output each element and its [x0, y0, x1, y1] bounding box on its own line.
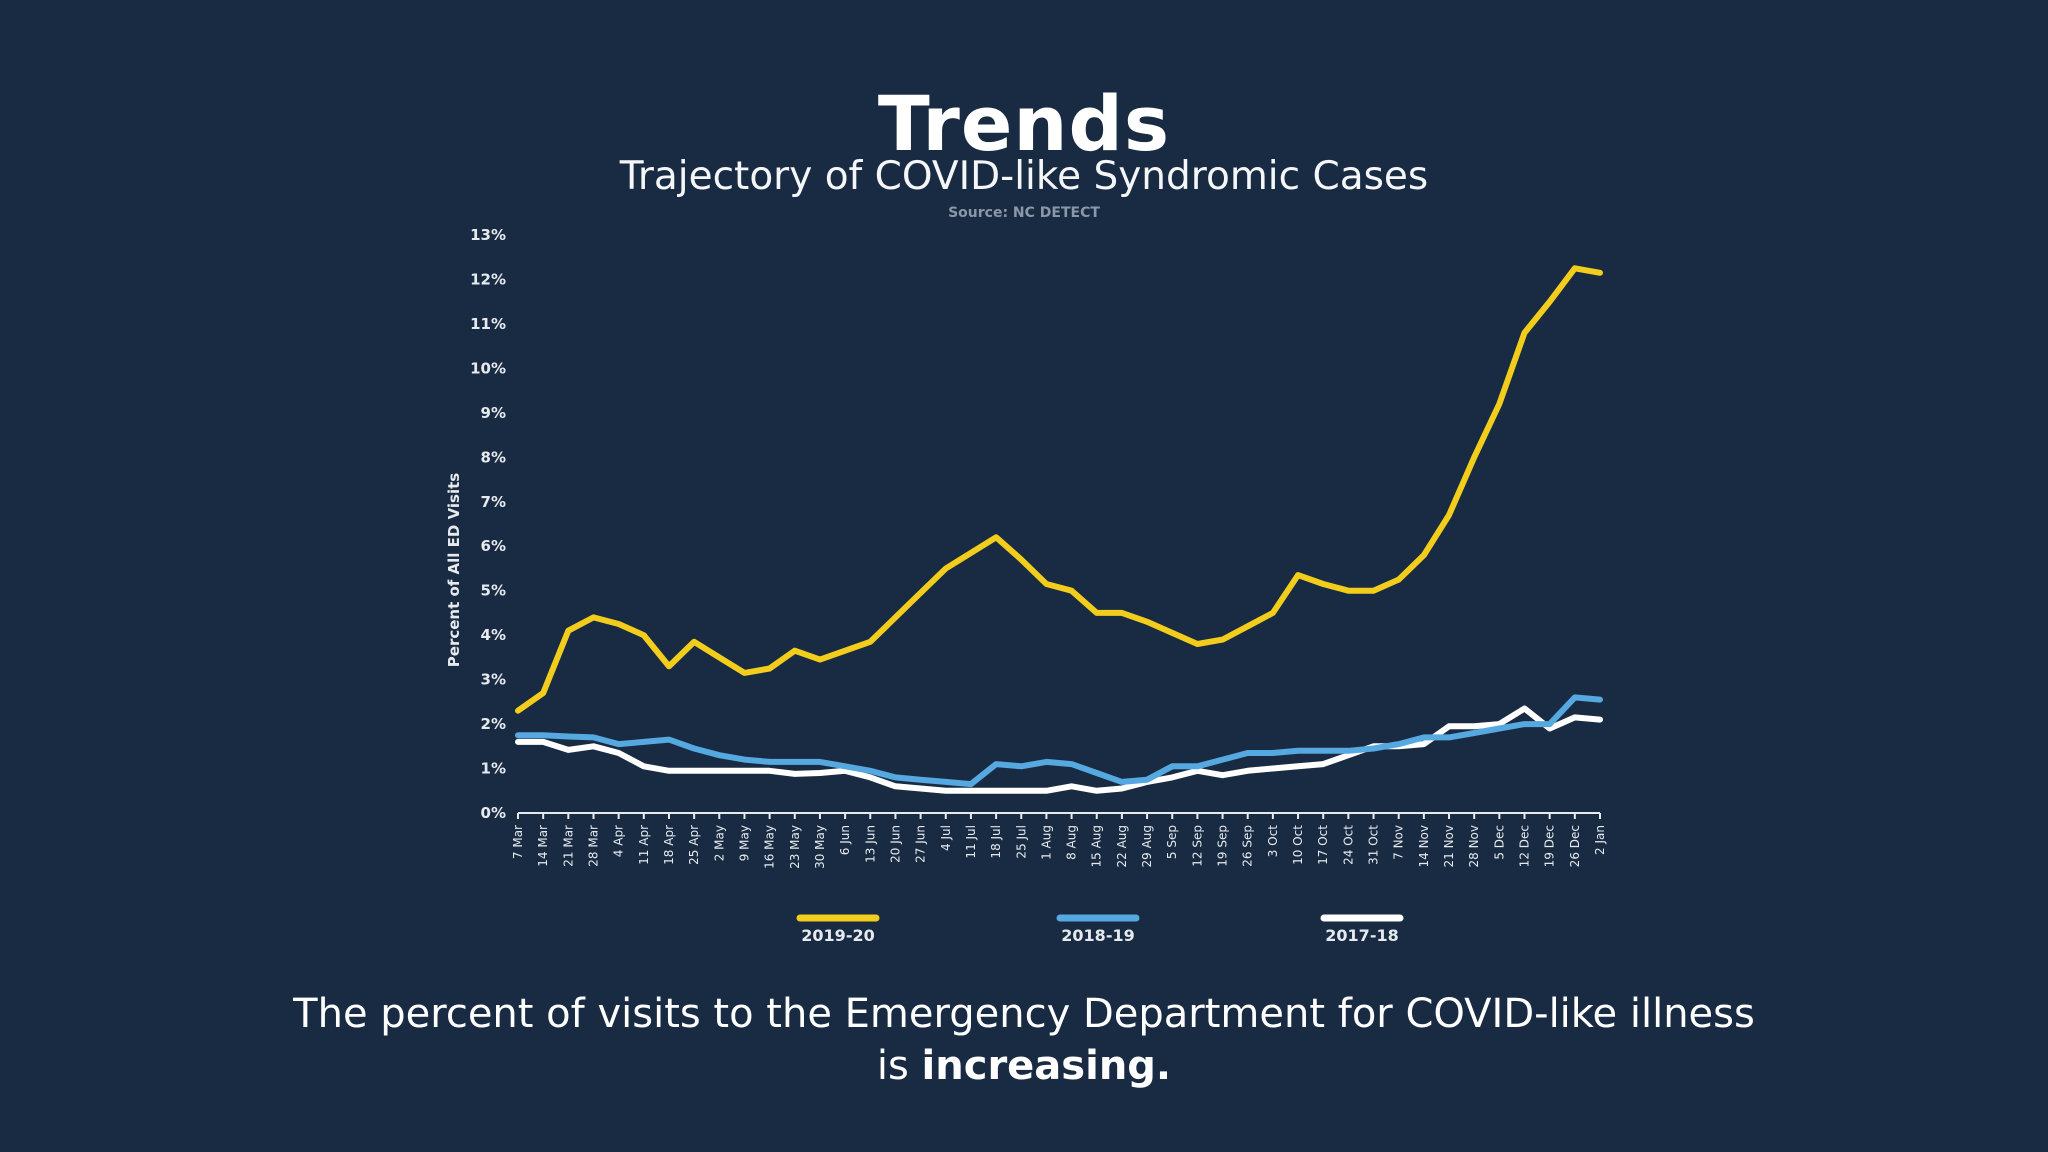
x-tick-label: 27 Jun — [914, 825, 928, 863]
x-tick-label: 26 Sep — [1241, 825, 1255, 867]
x-axis: 7 Mar 14 Mar 21 Mar 28 Mar 4 Apr 11 Apr 18 Apr… — [511, 812, 1607, 869]
x-tick-label: 19 Sep — [1216, 825, 1230, 867]
x-tick-label: 8 Aug — [1065, 825, 1079, 860]
x-tick-label: 21 Nov — [1442, 825, 1456, 868]
x-tick-label: 6 Jun — [838, 825, 852, 855]
y-axis: 0% 1% 2% 3% 4% 5% 6% 7% 8% 9% 10% 11% 12% 13% — [470, 226, 506, 822]
y-tick-label: 1% — [481, 760, 506, 778]
x-tick-label: 18 Apr — [662, 825, 676, 865]
x-tick-label: 16 May — [763, 825, 777, 869]
y-axis-label: Percent of All ED Visits — [445, 473, 463, 668]
x-tick-label: 2 May — [712, 825, 726, 861]
x-tick-label: 9 May — [737, 825, 751, 861]
y-tick-label: 9% — [481, 404, 506, 422]
x-tick-label: 29 Aug — [1140, 825, 1154, 868]
x-tick-label: 11 Jul — [964, 825, 978, 859]
y-tick-label: 6% — [481, 537, 506, 555]
y-tick-label: 2% — [481, 715, 506, 733]
legend-label-2017-18: 2017-18 — [1325, 926, 1398, 945]
x-tick-label: 5 Sep — [1165, 825, 1179, 859]
x-tick-label: 14 Nov — [1417, 825, 1431, 868]
x-tick-label: 23 May — [788, 825, 802, 869]
y-tick-label: 0% — [481, 804, 506, 822]
series-lines — [515, 265, 1603, 794]
x-tick-label: 4 Jul — [939, 825, 953, 851]
caption-line-1: The percent of visits to the Emergency D… — [293, 991, 1755, 1037]
x-tick-label: 12 Dec — [1518, 825, 1532, 867]
caption-line-2-prefix: is — [876, 1043, 922, 1089]
x-tick-label: 7 Mar — [511, 825, 525, 859]
y-tick-label: 10% — [470, 359, 506, 377]
x-tick-label: 1 Aug — [1039, 825, 1053, 860]
x-tick-label: 11 Apr — [637, 825, 651, 865]
x-tick-label: 14 Mar — [536, 825, 550, 867]
y-tick-label: 11% — [470, 315, 506, 333]
chart-subtitle: Trajectory of COVID-like Syndromic Cases — [619, 154, 1429, 199]
chart-source: Source: NC DETECT — [948, 205, 1100, 221]
x-tick-label: 22 Aug — [1115, 825, 1129, 868]
x-tick-label: 13 Jun — [863, 825, 877, 863]
x-tick-label: 12 Sep — [1190, 825, 1204, 867]
y-tick-label: 12% — [470, 270, 506, 288]
x-tick-label: 21 Mar — [561, 825, 575, 867]
x-tick-label: 28 Mar — [586, 825, 600, 867]
x-tick-label: 15 Aug — [1090, 825, 1104, 868]
x-tick-label: 28 Nov — [1467, 825, 1481, 868]
x-tick-label: 24 Oct — [1341, 825, 1355, 865]
y-tick-label: 4% — [481, 626, 506, 644]
x-tick-label: 18 Jul — [989, 825, 1003, 859]
series-line-2019-20 — [515, 265, 1603, 714]
legend-label-2018-19: 2018-19 — [1061, 926, 1134, 945]
x-tick-label: 7 Nov — [1392, 825, 1406, 860]
x-tick-label: 20 Jun — [888, 825, 902, 863]
x-tick-label: 19 Dec — [1543, 825, 1557, 867]
caption: The percent of visits to the Emergency D… — [0, 988, 2048, 1092]
x-tick-label: 25 Apr — [687, 825, 701, 865]
caption-line-2-bold: increasing. — [921, 1043, 1172, 1089]
legend-label-2019-20: 2019-20 — [801, 926, 874, 945]
x-tick-label: 30 May — [813, 825, 827, 869]
chart-title: Trends — [877, 79, 1171, 168]
y-tick-label: 8% — [481, 448, 506, 466]
series-line-2018-19 — [515, 694, 1603, 788]
x-tick-label: 2 Jan — [1593, 825, 1607, 855]
line-chart: 0% 1% 2% 3% 4% 5% 6% 7% 8% 9% 10% 11% 12% 13% 7 Mar 14… — [445, 226, 1607, 945]
series-line-2017-18 — [515, 705, 1603, 794]
y-tick-label: 13% — [470, 226, 506, 244]
x-tick-label: 10 Oct — [1291, 825, 1305, 865]
x-tick-label: 5 Dec — [1492, 825, 1506, 860]
legend: 2019-20 2018-19 2017-18 — [796, 914, 1404, 945]
y-tick-label: 7% — [481, 493, 506, 511]
x-tick-label: 31 Oct — [1367, 825, 1381, 865]
x-tick-label: 17 Oct — [1316, 825, 1330, 865]
y-tick-label: 5% — [481, 582, 506, 600]
x-tick-label: 4 Apr — [612, 825, 626, 857]
y-tick-label: 3% — [481, 671, 506, 689]
x-tick-label: 25 Jul — [1014, 825, 1028, 859]
x-tick-label: 26 Dec — [1568, 825, 1582, 867]
x-tick-label: 3 Oct — [1266, 825, 1280, 857]
